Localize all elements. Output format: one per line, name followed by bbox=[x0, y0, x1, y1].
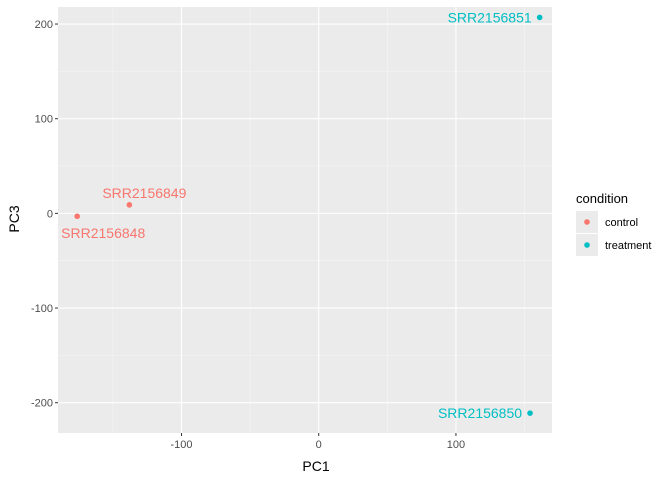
major-gridlines bbox=[58, 7, 552, 433]
y-tick-label: -200 bbox=[31, 398, 53, 410]
legend-key-text: a bbox=[585, 240, 590, 249]
point-label: SRR2156851 bbox=[448, 9, 532, 25]
y-tick-label: 100 bbox=[35, 114, 53, 126]
point-label: SRR2156848 bbox=[61, 225, 145, 241]
legend-key-text: a bbox=[585, 217, 590, 226]
plot-panel bbox=[58, 7, 552, 433]
minor-gridlines bbox=[58, 7, 552, 433]
x-tick-label: 0 bbox=[316, 439, 322, 451]
point-srr2156848 bbox=[74, 213, 81, 220]
point-srr2156851 bbox=[536, 14, 543, 21]
point-labels: SRR2156848 SRR2156849 SRR2156850 SRR2156851 bbox=[61, 9, 532, 421]
point-srr2156849 bbox=[126, 202, 133, 208]
legend-entry-label: treatment bbox=[605, 240, 651, 252]
legend-entry-label: control bbox=[605, 217, 638, 229]
y-tick-label: -100 bbox=[31, 303, 53, 315]
x-axis-title: PC1 bbox=[302, 458, 329, 474]
x-tick-label: 100 bbox=[447, 439, 465, 451]
y-axis-ticks: -200 -100 0 100 200 bbox=[31, 19, 58, 410]
y-tick-label: 200 bbox=[35, 19, 53, 31]
x-tick-label: -100 bbox=[170, 439, 192, 451]
y-axis-title: PC3 bbox=[6, 205, 22, 232]
legend-key-point bbox=[584, 219, 590, 225]
legend: condition a control a treatment bbox=[576, 191, 651, 256]
data-points bbox=[74, 14, 543, 416]
point-label: SRR2156850 bbox=[438, 405, 522, 421]
legend-title: condition bbox=[576, 191, 628, 206]
y-tick-label: 0 bbox=[47, 208, 53, 220]
point-srr2156850 bbox=[527, 410, 533, 416]
legend-key-point bbox=[584, 242, 590, 248]
x-axis-ticks: -100 0 100 bbox=[170, 433, 465, 451]
point-label: SRR2156849 bbox=[102, 185, 186, 201]
